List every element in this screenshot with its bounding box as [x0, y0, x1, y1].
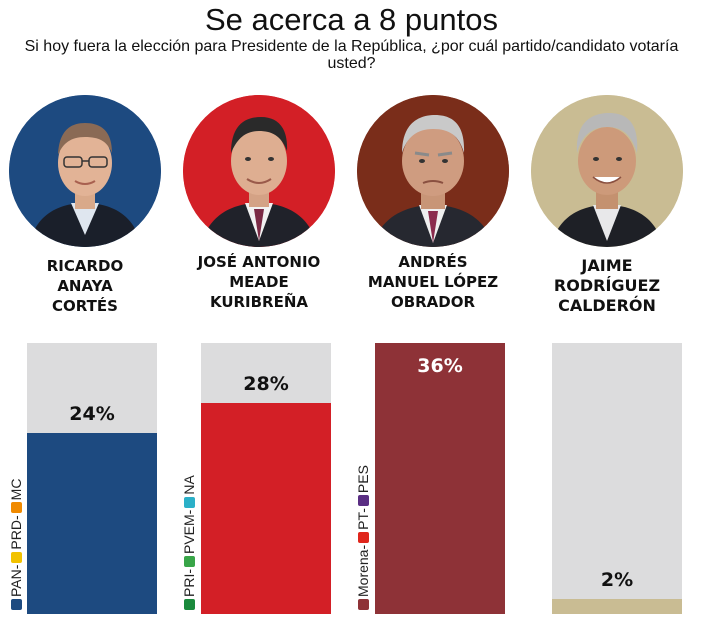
bar-amlo — [375, 343, 505, 614]
candidate-photo-amlo — [357, 95, 509, 247]
pes-logo-icon — [358, 495, 369, 507]
bar-value-label-bronco: 2% — [600, 569, 634, 591]
candidate-name-meade: JOSÉ ANTONIO MEADE KURIBREÑA — [197, 253, 321, 311]
candidate-name-bronco: JAIME RODRÍGUEZ CALDERÓN — [553, 256, 661, 315]
bar-background-bronco — [552, 343, 682, 614]
mc-logo-icon — [11, 502, 22, 514]
candidate-photo-meade — [183, 95, 335, 247]
page-subtitle: Si hoy fuera la elección para Presidente… — [24, 38, 679, 72]
candidate-photo-bronco — [531, 95, 683, 247]
candidate-name-anaya: RICARDO ANAYA CORTÉS — [46, 257, 124, 315]
bar-value-label-anaya: 24% — [69, 403, 115, 425]
bar-anaya — [27, 433, 157, 614]
prd-logo-icon — [11, 551, 22, 563]
party-label-amlo: Morena-PT-PES — [355, 465, 371, 612]
pt-logo-icon — [358, 531, 369, 543]
bar-bronco — [552, 599, 682, 614]
bar-value-label-meade: 28% — [243, 373, 289, 395]
na-logo-icon — [184, 496, 195, 508]
pvem-logo-icon — [184, 556, 195, 567]
candidate-name-amlo: ANDRÉS MANUEL LÓPEZ OBRADOR — [367, 253, 499, 311]
party-label-meade: PRI-PVEM-NA — [181, 475, 197, 612]
candidate-photo-anaya — [9, 95, 161, 247]
bar-value-label-amlo: 36% — [417, 355, 463, 377]
bar-meade — [201, 403, 331, 614]
pri-logo-icon — [184, 599, 195, 610]
page-title: Se acerca a 8 puntos — [205, 2, 498, 37]
party-label-anaya: PAN-PRD-MC — [8, 479, 24, 612]
pan-logo-icon — [11, 599, 22, 610]
morena-logo-icon — [358, 599, 369, 610]
